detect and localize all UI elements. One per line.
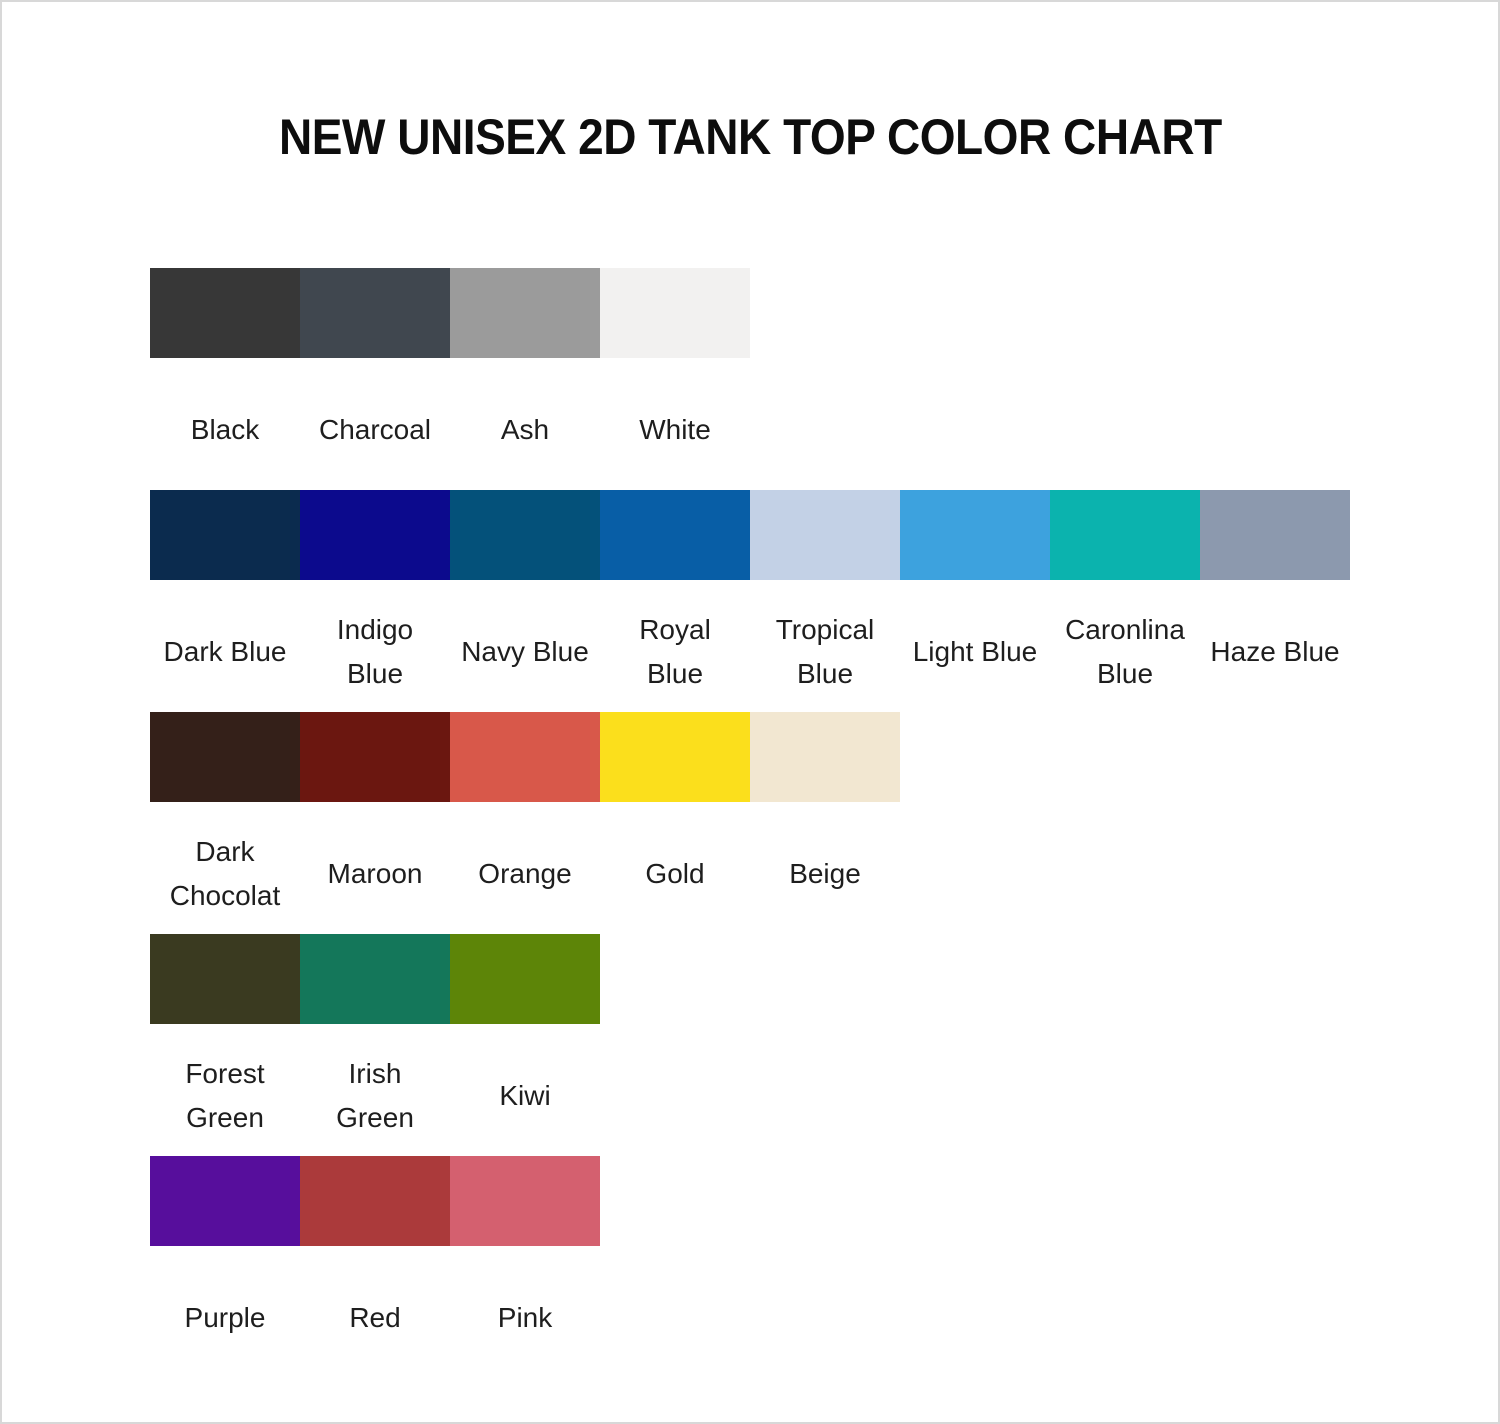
black-cell: Black xyxy=(150,268,300,476)
swatch-row-warms: Dark Chocolat Maroon Orange Gold Beige xyxy=(150,712,1498,920)
swatch-grid: Black Charcoal Ash White Dark Blue xyxy=(150,268,1498,1364)
purple-cell: Purple xyxy=(150,1156,300,1364)
dark-chocolat-cell: Dark Chocolat xyxy=(150,712,300,920)
kiwi-swatch xyxy=(450,934,600,1024)
haze-blue-swatch xyxy=(1200,490,1350,580)
light-blue-cell: Light Blue xyxy=(900,490,1050,698)
pink-swatch xyxy=(450,1156,600,1246)
white-label: White xyxy=(639,414,711,445)
white-swatch xyxy=(600,268,750,358)
irish-green-cell: Irish Green xyxy=(300,934,450,1142)
light-blue-swatch xyxy=(900,490,1050,580)
beige-swatch xyxy=(750,712,900,802)
gold-label: Gold xyxy=(645,858,705,889)
tropical-blue-cell: Tropical Blue xyxy=(750,490,900,698)
indigo-blue-cell: Indigo Blue xyxy=(300,490,450,698)
dark-chocolat-label: Dark Chocolat xyxy=(169,836,281,911)
caronlina-blue-label: Caronlina Blue xyxy=(1065,614,1185,689)
royal-blue-label: Royal Blue xyxy=(639,614,711,689)
charcoal-label: Charcoal xyxy=(318,414,432,445)
swatch-row-neutrals: Black Charcoal Ash White xyxy=(150,268,1498,476)
orange-swatch xyxy=(450,712,600,802)
dark-blue-cell: Dark Blue xyxy=(150,490,300,698)
forest-green-cell: Forest Green xyxy=(150,934,300,1142)
tropical-blue-label: Tropical Blue xyxy=(775,614,875,689)
kiwi-cell: Kiwi xyxy=(450,934,600,1142)
pink-cell: Pink xyxy=(450,1156,600,1364)
maroon-swatch xyxy=(300,712,450,802)
maroon-cell: Maroon xyxy=(300,712,450,920)
tropical-blue-swatch xyxy=(750,490,900,580)
pink-label: Pink xyxy=(497,1302,553,1333)
indigo-blue-swatch xyxy=(300,490,450,580)
forest-green-label: Forest Green xyxy=(185,1058,265,1133)
dark-blue-swatch xyxy=(150,490,300,580)
navy-blue-cell: Navy Blue xyxy=(450,490,600,698)
caronlina-blue-swatch xyxy=(1050,490,1200,580)
black-swatch xyxy=(150,268,300,358)
red-swatch xyxy=(300,1156,450,1246)
kiwi-label: Kiwi xyxy=(499,1080,551,1111)
red-cell: Red xyxy=(300,1156,450,1364)
gold-cell: Gold xyxy=(600,712,750,920)
navy-blue-label: Navy Blue xyxy=(461,636,589,667)
red-label: Red xyxy=(349,1302,401,1333)
orange-cell: Orange xyxy=(450,712,600,920)
irish-green-swatch xyxy=(300,934,450,1024)
ash-swatch xyxy=(450,268,600,358)
light-blue-label: Light Blue xyxy=(912,636,1038,667)
indigo-blue-label: Indigo Blue xyxy=(336,614,414,689)
beige-cell: Beige xyxy=(750,712,900,920)
swatch-row-blues: Dark Blue Indigo Blue Navy Blue Royal Bl… xyxy=(150,490,1498,698)
royal-blue-cell: Royal Blue xyxy=(600,490,750,698)
royal-blue-swatch xyxy=(600,490,750,580)
dark-blue-label: Dark Blue xyxy=(163,636,287,667)
irish-green-label: Irish Green xyxy=(336,1058,414,1133)
caronlina-blue-cell: Caronlina Blue xyxy=(1050,490,1200,698)
beige-label: Beige xyxy=(789,858,861,889)
swatch-row-purples-reds: Purple Red Pink xyxy=(150,1156,1498,1364)
dark-chocolat-swatch xyxy=(150,712,300,802)
chart-title: NEW UNISEX 2D TANK TOP COLOR CHART xyxy=(278,109,1222,165)
title-row: NEW UNISEX 2D TANK TOP COLOR CHART xyxy=(2,108,1498,166)
charcoal-swatch xyxy=(300,268,450,358)
orange-label: Orange xyxy=(478,858,572,889)
maroon-label: Maroon xyxy=(327,858,423,889)
navy-blue-swatch xyxy=(450,490,600,580)
ash-cell: Ash xyxy=(450,268,600,476)
ash-label: Ash xyxy=(500,414,550,445)
forest-green-swatch xyxy=(150,934,300,1024)
purple-label: Purple xyxy=(184,1302,266,1333)
haze-blue-cell: Haze Blue xyxy=(1200,490,1350,698)
purple-swatch xyxy=(150,1156,300,1246)
gold-swatch xyxy=(600,712,750,802)
haze-blue-label: Haze Blue xyxy=(1210,636,1340,667)
charcoal-cell: Charcoal xyxy=(300,268,450,476)
swatch-row-greens: Forest Green Irish Green Kiwi xyxy=(150,934,1498,1142)
black-label: Black xyxy=(190,414,260,445)
white-cell: White xyxy=(600,268,750,476)
